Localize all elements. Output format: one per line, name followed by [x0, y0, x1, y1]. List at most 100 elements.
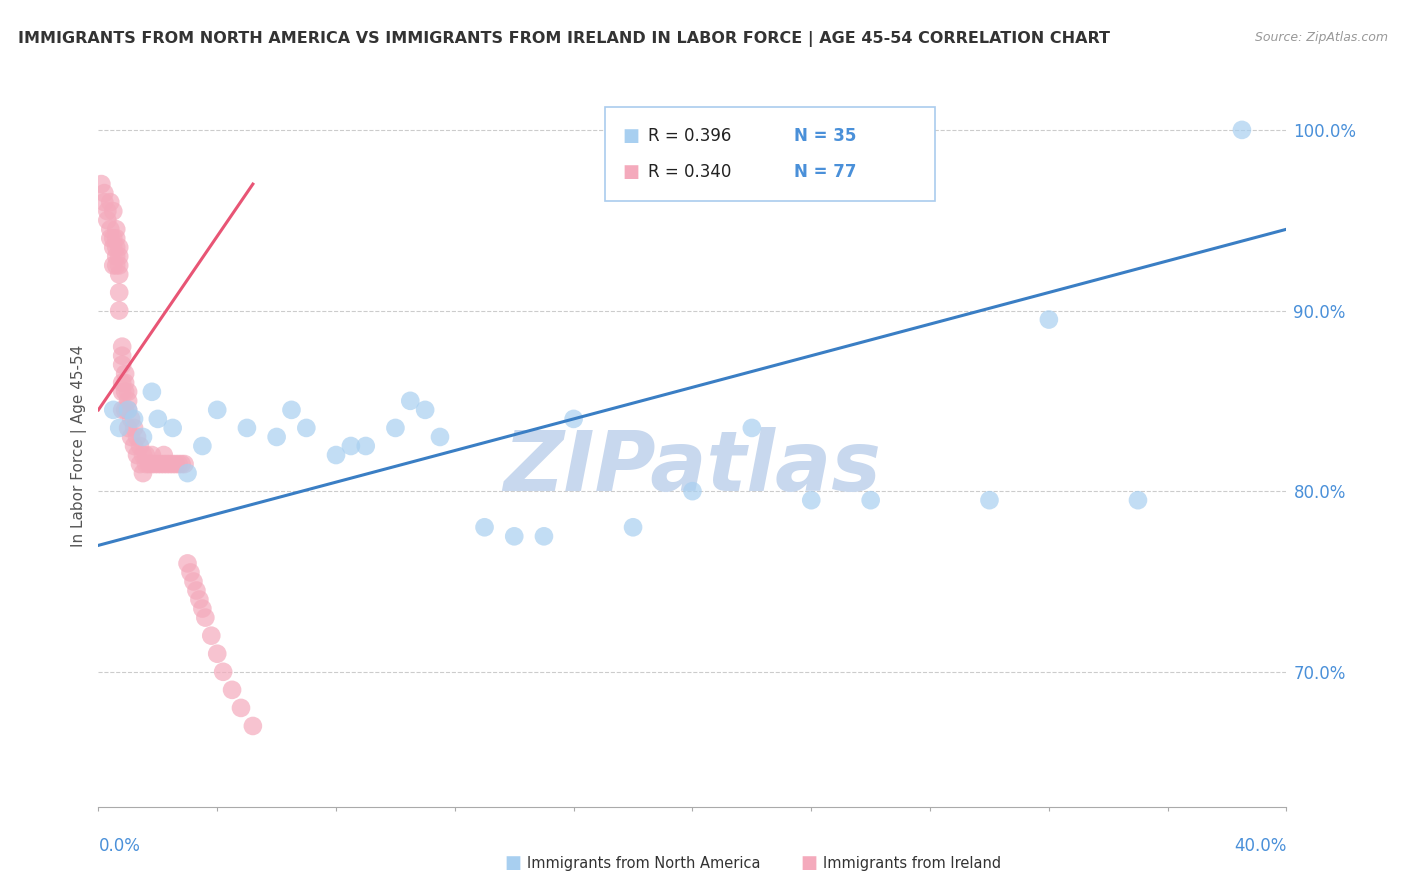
Point: [800, 493, 823, 508]
Point: [979, 493, 1001, 508]
Point: [242, 719, 264, 733]
Point: [135, 457, 157, 471]
Point: [135, 448, 157, 462]
Point: [183, 574, 205, 589]
Point: [111, 376, 134, 390]
Point: [167, 457, 190, 471]
Point: [117, 384, 139, 399]
Point: [129, 439, 152, 453]
Point: [114, 367, 136, 381]
Point: [98, 222, 121, 236]
Point: [212, 665, 235, 679]
Point: [111, 384, 134, 399]
Text: Immigrants from North America: Immigrants from North America: [527, 856, 761, 871]
Point: [429, 430, 451, 444]
Point: [96, 204, 118, 219]
Point: [562, 412, 585, 426]
Point: [98, 195, 121, 210]
Point: [111, 403, 134, 417]
Text: Immigrants from Ireland: Immigrants from Ireland: [823, 856, 1001, 871]
Point: [681, 484, 703, 499]
Point: [93, 195, 115, 210]
Point: [108, 303, 131, 318]
Point: [108, 258, 131, 272]
Point: [741, 421, 763, 435]
Text: Source: ZipAtlas.com: Source: ZipAtlas.com: [1254, 31, 1388, 45]
Point: [117, 403, 139, 417]
Text: N = 77: N = 77: [794, 163, 856, 181]
Point: [111, 358, 134, 372]
Point: [129, 457, 152, 471]
Point: [1126, 493, 1149, 508]
Point: [114, 384, 136, 399]
Point: [93, 186, 115, 201]
Point: [117, 403, 139, 417]
Point: [103, 204, 125, 219]
Point: [122, 412, 145, 426]
Point: [236, 421, 259, 435]
Text: ■: ■: [505, 855, 522, 872]
Point: [194, 610, 217, 624]
Text: R = 0.340: R = 0.340: [648, 163, 731, 181]
Text: 40.0%: 40.0%: [1234, 837, 1286, 855]
Point: [229, 701, 252, 715]
Point: [859, 493, 882, 508]
Point: [325, 448, 347, 462]
Point: [159, 457, 181, 471]
Point: [132, 448, 155, 462]
Point: [162, 421, 184, 435]
Point: [108, 268, 131, 282]
Point: [191, 439, 214, 453]
Point: [125, 448, 148, 462]
Point: [173, 457, 195, 471]
Point: [103, 240, 125, 254]
Point: [384, 421, 406, 435]
Point: [111, 340, 134, 354]
Text: N = 35: N = 35: [794, 128, 856, 145]
Point: [141, 384, 163, 399]
Point: [340, 439, 363, 453]
Text: IMMIGRANTS FROM NORTH AMERICA VS IMMIGRANTS FROM IRELAND IN LABOR FORCE | AGE 45: IMMIGRANTS FROM NORTH AMERICA VS IMMIGRA…: [18, 31, 1111, 47]
Point: [125, 430, 148, 444]
Text: ZIPatlas: ZIPatlas: [503, 427, 882, 508]
Point: [132, 466, 155, 480]
Point: [98, 231, 121, 245]
Point: [186, 583, 208, 598]
Text: R = 0.396: R = 0.396: [648, 128, 731, 145]
Point: [146, 412, 169, 426]
Point: [105, 249, 128, 263]
Point: [152, 448, 174, 462]
Text: ■: ■: [623, 128, 640, 145]
Point: [105, 231, 128, 245]
Point: [105, 258, 128, 272]
Point: [176, 557, 198, 571]
Point: [120, 430, 142, 444]
Point: [354, 439, 377, 453]
Point: [103, 403, 125, 417]
Point: [122, 421, 145, 435]
Point: [165, 457, 187, 471]
Y-axis label: In Labor Force | Age 45-54: In Labor Force | Age 45-54: [72, 345, 87, 547]
Point: [117, 393, 139, 408]
Point: [179, 566, 201, 580]
Point: [117, 421, 139, 435]
Point: [205, 647, 228, 661]
Point: [138, 457, 160, 471]
Point: [152, 457, 174, 471]
Point: [141, 448, 163, 462]
Point: [156, 457, 179, 471]
Point: [143, 457, 166, 471]
Point: [188, 592, 211, 607]
Point: [176, 466, 198, 480]
Point: [132, 430, 155, 444]
Point: [149, 457, 172, 471]
Point: [295, 421, 318, 435]
Point: [266, 430, 288, 444]
Point: [103, 258, 125, 272]
Point: [170, 457, 193, 471]
Point: [146, 457, 169, 471]
Point: [90, 177, 112, 191]
Point: [122, 439, 145, 453]
Text: ■: ■: [623, 163, 640, 181]
Point: [474, 520, 496, 534]
